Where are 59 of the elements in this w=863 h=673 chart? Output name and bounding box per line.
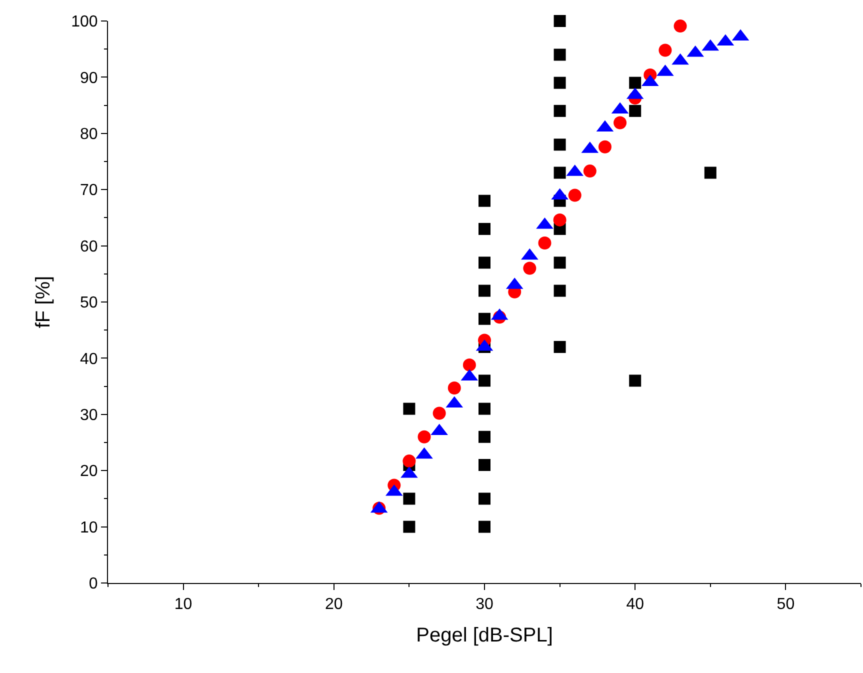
y-tick-label: 60 xyxy=(80,238,98,256)
point xyxy=(448,381,461,394)
point xyxy=(554,340,566,353)
point xyxy=(478,458,490,471)
point xyxy=(478,256,490,269)
point xyxy=(478,402,490,415)
x-tick-label: 30 xyxy=(476,596,494,614)
point xyxy=(462,358,476,372)
x-tick-label: 50 xyxy=(776,596,795,614)
point xyxy=(629,374,642,387)
y-tick-label: 80 xyxy=(80,126,98,143)
point xyxy=(568,188,582,202)
point xyxy=(478,430,490,443)
point xyxy=(554,104,566,117)
point xyxy=(554,76,566,89)
point xyxy=(554,138,566,151)
point xyxy=(403,402,416,415)
point xyxy=(583,164,596,178)
point xyxy=(478,520,490,533)
x-tick-label: 40 xyxy=(626,596,644,614)
point xyxy=(554,166,566,179)
point xyxy=(629,76,642,89)
y-tick-label: 30 xyxy=(80,407,98,424)
y-tick-label: 50 xyxy=(80,294,98,312)
point xyxy=(478,374,490,387)
point xyxy=(478,194,490,207)
y-tick-label: 40 xyxy=(80,350,98,368)
point xyxy=(478,312,490,325)
point xyxy=(554,284,566,297)
y-tick-label: 0 xyxy=(88,576,98,593)
point xyxy=(598,140,612,154)
point xyxy=(418,430,431,444)
point xyxy=(432,406,446,420)
point xyxy=(629,104,642,117)
y-tick-label: 90 xyxy=(80,70,98,87)
point xyxy=(403,520,416,533)
point xyxy=(553,213,566,226)
point xyxy=(478,222,490,235)
point xyxy=(658,44,672,57)
y-axis-title: fF [%] xyxy=(32,276,55,328)
point xyxy=(538,236,552,250)
x-tick-label: 20 xyxy=(325,596,343,614)
point xyxy=(523,262,536,275)
y-tick-label: 10 xyxy=(80,519,98,536)
x-tick-label: 10 xyxy=(174,596,192,614)
y-tick-label: 100 xyxy=(71,14,98,31)
point xyxy=(674,20,687,33)
point xyxy=(554,15,566,27)
point xyxy=(704,166,716,179)
point xyxy=(554,48,566,61)
point xyxy=(403,492,416,505)
y-tick-label: 20 xyxy=(80,463,98,480)
y-tick-label: 70 xyxy=(80,182,98,200)
point xyxy=(402,454,416,468)
point xyxy=(478,284,490,297)
point xyxy=(554,256,566,269)
x-axis-title: Pegel [dB-SPL] xyxy=(416,624,553,647)
point xyxy=(614,116,627,130)
point xyxy=(478,492,490,505)
